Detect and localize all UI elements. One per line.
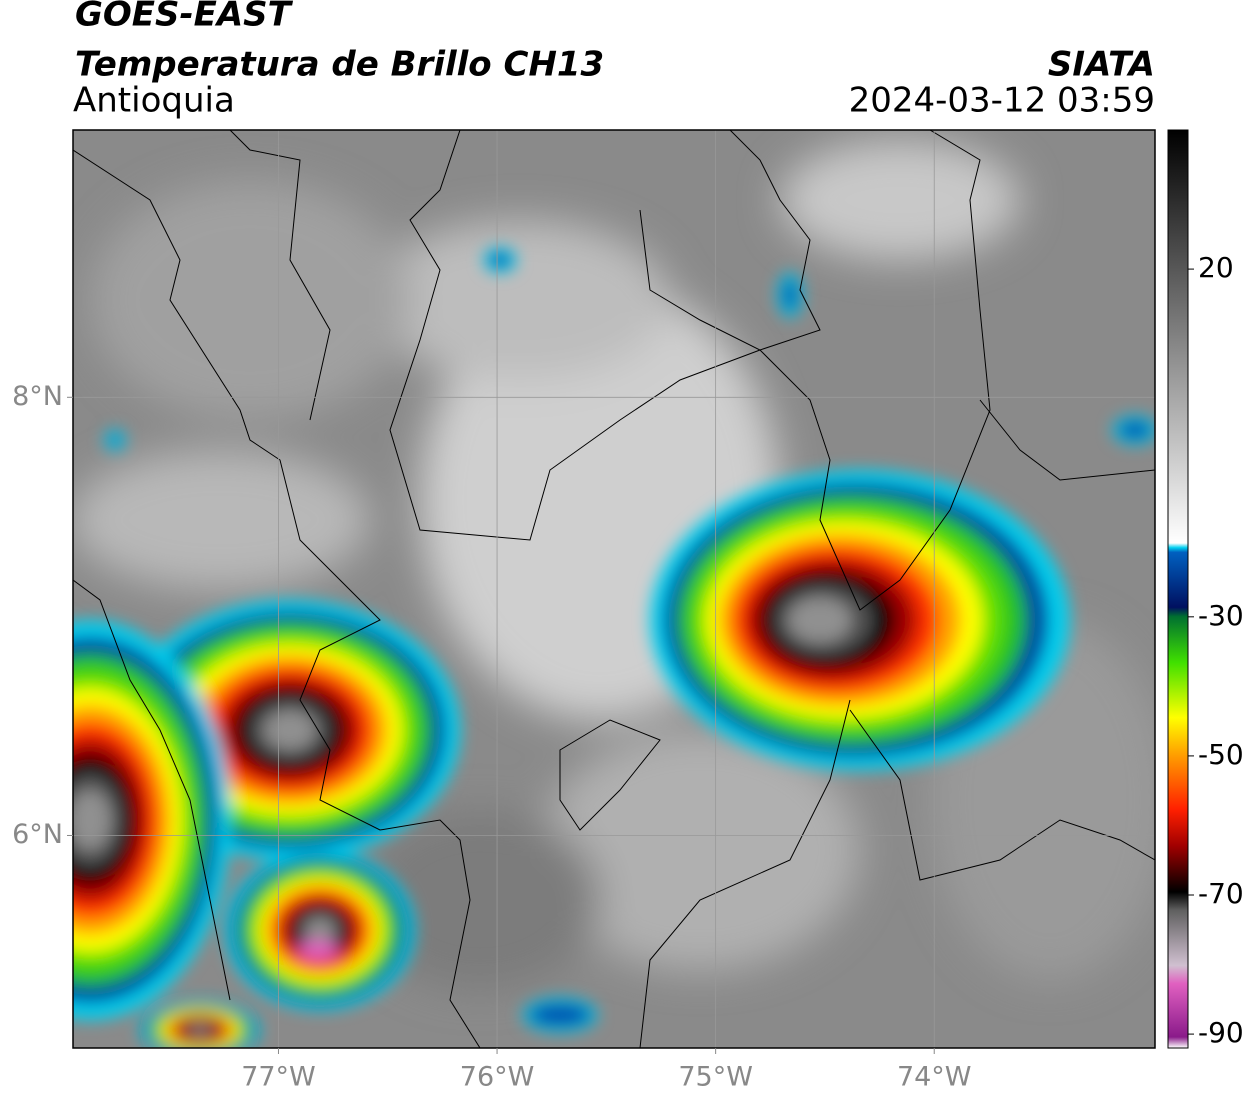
x-tick-label: 76°W [460,1062,535,1093]
borders [73,130,1155,1048]
colorbar [1167,129,1189,1049]
y-tick-label: 6°N [12,819,63,850]
title: GOES-EAST [75,0,294,35]
storm-contour [73,790,111,850]
subtitle: Temperatura de Brillo CH13 [75,45,604,85]
cold-spot [522,997,598,1033]
storm-core [298,940,338,960]
storm-contour [305,918,335,942]
colorbar-tick-label: -70 [1198,877,1244,910]
map-image [73,130,1155,1048]
x-tick-label: 75°W [678,1062,753,1093]
x-tick-label: 77°W [241,1062,316,1093]
cold-spot [104,429,126,451]
storm-contour [191,1025,209,1035]
datetime: 2024-03-12 03:59 [849,81,1155,121]
plot-frame [72,129,1156,1049]
storm-contour [264,710,316,750]
colorbar-tick-label: 20 [1198,251,1234,284]
colorbar-tick-label: -90 [1198,1016,1244,1049]
cold-spot [777,272,803,318]
source: SIATA [1048,45,1155,85]
x-tick-label: 74°W [897,1062,972,1093]
colorbar-tick-label: -50 [1198,738,1244,771]
colorbar-tick-label: -30 [1198,599,1244,632]
y-tick-label: 8°N [12,381,63,412]
cold-spot [483,247,517,273]
region: Antioquia [73,81,235,121]
storm-contour [788,597,852,643]
cold-spot [1112,415,1155,445]
